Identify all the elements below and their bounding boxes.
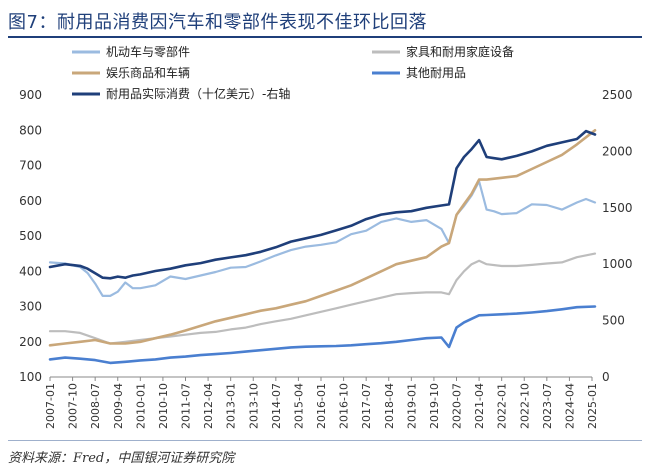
x-tick-label: 2023-07	[541, 383, 554, 429]
source-note: 资料来源：Fred，中国银河证券研究院	[8, 451, 235, 466]
legend-label-4: 其他耐用品	[406, 66, 466, 80]
x-tick-label: 2010-10	[157, 383, 170, 429]
series-line-2	[48, 129, 597, 347]
x-tick-label: 2017-07	[360, 383, 373, 429]
right-tick-label: 1500	[602, 201, 633, 215]
left-tick-label: 300	[19, 300, 42, 314]
left-tick-label: 900	[19, 88, 42, 102]
x-tick-label: 2010-01	[134, 383, 147, 429]
series-line-4	[48, 305, 597, 365]
x-tick-label: 2007-10	[67, 383, 80, 429]
series-line-0	[48, 180, 597, 297]
left-tick-label: 400	[19, 264, 42, 278]
x-tick-label: 2021-04	[473, 383, 486, 429]
left-tick-label: 200	[19, 335, 42, 349]
x-tick-label: 2015-04	[292, 383, 305, 429]
right-tick-label: 500	[602, 314, 625, 328]
x-tick-label: 2008-07	[89, 383, 102, 429]
legend-label-3: 耐用品实际消费（十亿美元）-右轴	[106, 86, 290, 101]
x-tick-label: 2016-01	[315, 383, 328, 429]
x-tick-label: 2012-04	[202, 383, 215, 429]
x-tick-label: 2024-04	[563, 383, 576, 429]
legend-label-2: 娱乐商品和车辆	[106, 65, 190, 80]
left-tick-label: 800	[19, 123, 42, 137]
title-bar: 图7：耐用品消费因汽车和零部件表现不佳环比回落	[8, 6, 642, 38]
legend-label-1: 家具和耐用家庭设备	[406, 44, 514, 59]
left-tick-label: 700	[19, 159, 42, 173]
series-line-3	[48, 129, 597, 280]
x-tick-label: 2018-04	[383, 383, 396, 429]
x-tick-label: 2011-07	[180, 383, 193, 429]
x-tick-label: 2019-01	[405, 383, 418, 429]
series-line-1	[48, 252, 597, 345]
x-tick-label: 2009-04	[112, 383, 125, 429]
legend-label-0: 机动车与零部件	[106, 44, 190, 59]
x-tick-label: 2013-01	[225, 383, 238, 429]
chart: 100 200 300 400 500 600 700 800 900 0 500 1000 1500 2…	[19, 44, 633, 429]
x-tick-label: 2025-01	[586, 383, 599, 429]
left-tick-label: 100	[19, 370, 42, 384]
x-tick-label: 2016-10	[338, 383, 351, 429]
chart-title: 图7：耐用品消费因汽车和零部件表现不佳环比回落	[8, 12, 427, 33]
left-tick-label: 500	[19, 229, 42, 243]
x-tick-label: 2022-10	[518, 383, 531, 429]
x-tick-label: 2020-07	[451, 383, 464, 429]
footer-divider	[8, 440, 642, 441]
right-tick-label: 0	[602, 370, 610, 384]
right-tick-label: 2500	[602, 88, 633, 102]
right-tick-label: 2000	[602, 144, 633, 158]
right-tick-label: 1000	[602, 257, 633, 271]
x-tick-label: 2014-07	[270, 383, 283, 429]
x-tick-label: 2013-10	[247, 383, 260, 429]
x-tick-label: 2007-01	[44, 383, 57, 429]
x-tick-label: 2022-01	[496, 383, 509, 429]
x-tick-label: 2019-10	[428, 383, 441, 429]
left-tick-label: 600	[19, 194, 42, 208]
